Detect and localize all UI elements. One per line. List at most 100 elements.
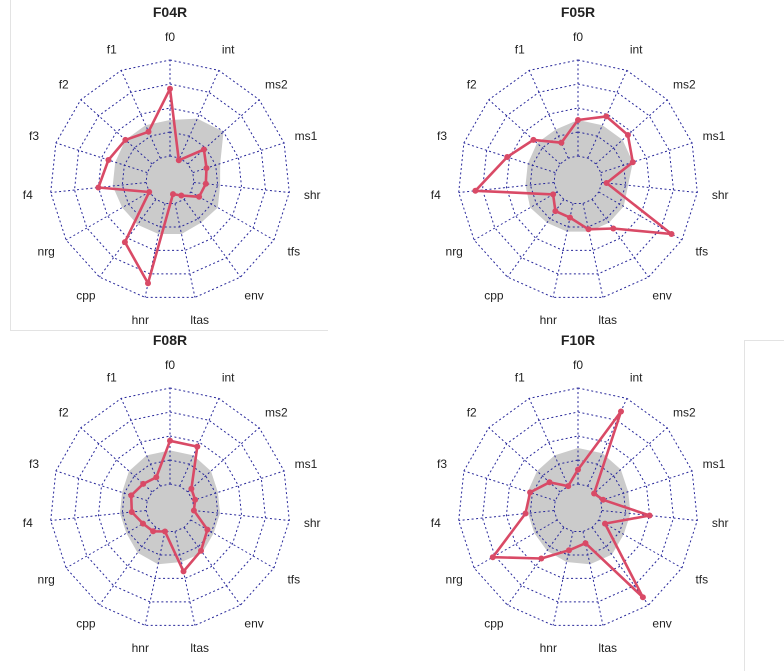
- axis-label-shr: shr: [712, 516, 729, 530]
- grid-ring: [481, 83, 675, 275]
- data-point-f1: [153, 474, 160, 481]
- axis-label-shr: shr: [304, 188, 321, 202]
- chart-title: F05R: [561, 4, 595, 20]
- data-point-ms2: [624, 132, 631, 138]
- axis-label-tfs: tfs: [287, 573, 300, 587]
- axis-label-int: int: [222, 42, 235, 56]
- axis-label-f4: f4: [23, 516, 33, 530]
- axis-label-f0: f0: [165, 358, 175, 372]
- data-point-f0: [575, 466, 581, 473]
- axis-label-ms2: ms2: [673, 405, 696, 419]
- axis-label-nrg: nrg: [446, 573, 463, 587]
- data-point-f2: [140, 480, 147, 487]
- data-point-f4: [128, 509, 135, 515]
- chart-title: F08R: [153, 332, 187, 348]
- axis-label-env: env: [652, 289, 671, 303]
- axis-label-f1: f1: [515, 42, 525, 56]
- data-point-f4: [522, 510, 529, 517]
- data-point-f2: [546, 479, 553, 486]
- data-point-env: [178, 192, 185, 199]
- data-point-nrg: [146, 189, 153, 195]
- data-point-ms1: [629, 159, 636, 166]
- axis-label-int: int: [630, 370, 643, 384]
- reference-area: [119, 450, 221, 565]
- data-point-cpp: [150, 528, 157, 535]
- axis-label-hnr: hnr: [132, 313, 149, 327]
- axis-label-f0: f0: [573, 30, 583, 44]
- data-point-nrg: [550, 191, 557, 198]
- grid-ring: [97, 435, 243, 579]
- data-point-hnr: [567, 214, 573, 221]
- axis-label-ltas: ltas: [598, 641, 617, 655]
- grid-ring: [73, 83, 267, 275]
- axis-label-cpp: cpp: [484, 289, 504, 303]
- data-point-ms2: [591, 490, 598, 497]
- data-point-f1: [558, 139, 565, 146]
- axis-label-cpp: cpp: [484, 617, 504, 631]
- data-point-shr: [603, 180, 610, 186]
- data-point-cpp: [121, 239, 128, 246]
- axis-label-tfs: tfs: [287, 245, 300, 259]
- axis-label-f3: f3: [29, 457, 39, 471]
- axis-label-f3: f3: [29, 129, 39, 143]
- data-point-cpp: [538, 555, 545, 562]
- data-point-ms2: [200, 146, 207, 153]
- axis-label-env: env: [652, 617, 671, 631]
- grid-ring: [121, 131, 219, 228]
- grid-ring: [73, 411, 267, 603]
- axis-label-f4: f4: [431, 188, 441, 202]
- axis-label-shr: shr: [304, 516, 321, 530]
- data-point-f0: [167, 437, 173, 444]
- axis-label-shr: shr: [712, 188, 729, 202]
- grid-ring: [529, 131, 627, 228]
- data-point-f0: [167, 85, 173, 92]
- grid-ring: [505, 107, 651, 251]
- data-point-f3: [128, 492, 135, 499]
- data-point-f1: [565, 483, 572, 490]
- grid-ring: [97, 107, 243, 251]
- data-point-env: [610, 225, 617, 232]
- axis-label-ltas: ltas: [598, 313, 617, 327]
- data-point-hnr: [145, 280, 151, 287]
- grid-ring: [121, 459, 219, 556]
- radar-chart-f04r: F04R f0 int ms2 ms1 shr tfs env ltas hnr cpp nrg f4…: [23, 4, 321, 327]
- axis-label-f1: f1: [515, 370, 525, 384]
- data-point-env: [198, 547, 204, 554]
- data-point-int: [194, 443, 201, 450]
- data-point-ltas: [170, 191, 176, 198]
- data-point-f3: [504, 154, 511, 160]
- axis-label-tfs: tfs: [695, 573, 708, 587]
- grid-spoke: [591, 199, 649, 278]
- data-point-tfs: [668, 231, 675, 237]
- data-point-cpp: [552, 208, 559, 215]
- data-point-tfs: [204, 526, 211, 533]
- data-point-f1: [145, 128, 152, 135]
- axis-label-f1: f1: [107, 42, 117, 56]
- axis-label-hnr: hnr: [540, 641, 557, 655]
- axis-label-ms2: ms2: [673, 77, 696, 91]
- data-point-ms1: [600, 496, 607, 503]
- axis-label-ltas: ltas: [190, 641, 209, 655]
- axis-label-f0: f0: [165, 30, 175, 44]
- radar-chart-f08r: F08R f0 int ms2 ms1 shr tfs env ltas hnr cpp nrg f4…: [23, 332, 321, 655]
- axis-label-cpp: cpp: [76, 617, 96, 631]
- data-point-nrg: [140, 520, 146, 527]
- panel-border-right: [744, 340, 784, 671]
- reference-area: [527, 448, 631, 565]
- axis-label-cpp: cpp: [76, 289, 96, 303]
- radar-chart-f10r: F10R f0 int ms2 ms1 shr tfs env ltas hnr cpp nrg f4…: [431, 332, 729, 655]
- data-point-hnr: [162, 528, 168, 535]
- data-point-shr: [202, 180, 209, 187]
- axis-label-f2: f2: [59, 77, 69, 91]
- axis-label-f3: f3: [437, 457, 447, 471]
- data-point-f2: [122, 136, 129, 143]
- data-point-tfs: [602, 520, 608, 527]
- axis-label-env: env: [244, 617, 263, 631]
- axis-label-env: env: [244, 289, 263, 303]
- axis-label-ms1: ms1: [295, 129, 318, 143]
- axis-label-hnr: hnr: [540, 313, 557, 327]
- axis-label-tfs: tfs: [695, 245, 708, 259]
- series-line: [129, 439, 209, 573]
- series-line: [491, 410, 651, 599]
- reference-area: [112, 118, 224, 234]
